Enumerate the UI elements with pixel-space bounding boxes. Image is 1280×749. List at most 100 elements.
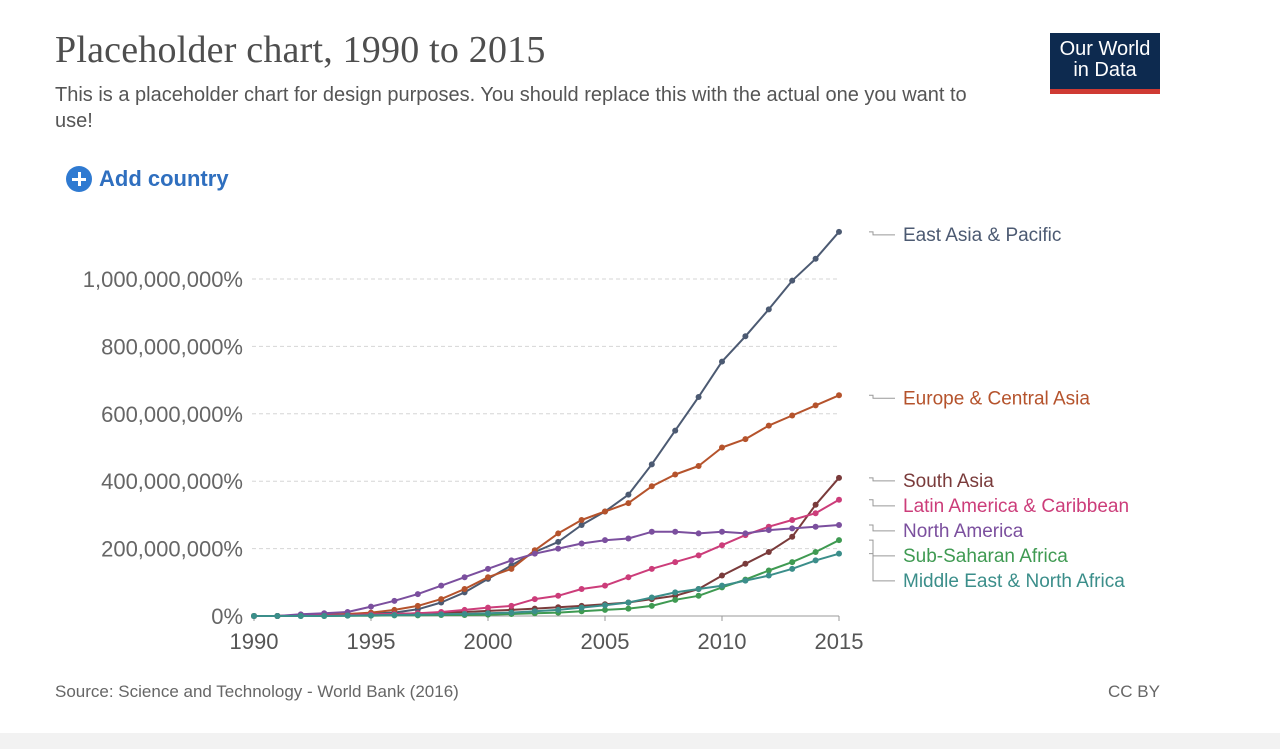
data-point xyxy=(695,552,702,559)
series-line xyxy=(254,394,840,617)
data-point xyxy=(812,501,819,508)
data-point xyxy=(672,427,679,434)
data-point xyxy=(719,528,725,535)
data-point xyxy=(836,228,842,235)
data-point xyxy=(602,508,608,515)
y-tick-label: 1,000,000,000% xyxy=(83,267,243,292)
legend-label[interactable]: Latin America & Caribbean xyxy=(903,496,1129,517)
series-line xyxy=(254,498,840,617)
x-tick-label: 2010 xyxy=(698,629,747,654)
legend-label[interactable]: South Asia xyxy=(903,471,994,492)
y-tick-label: 0% xyxy=(211,604,243,629)
data-point xyxy=(765,306,772,313)
data-point xyxy=(789,565,796,572)
data-point xyxy=(414,611,421,618)
data-point xyxy=(812,255,819,262)
data-point xyxy=(578,516,585,523)
data-point xyxy=(672,589,679,596)
data-point xyxy=(625,599,632,606)
legend-label[interactable]: East Asia & Pacific xyxy=(903,225,1061,246)
data-point xyxy=(765,572,772,579)
data-point xyxy=(625,574,632,581)
data-point xyxy=(297,613,304,619)
data-point xyxy=(602,606,608,613)
data-point xyxy=(648,602,655,609)
legend-label[interactable]: North America xyxy=(903,521,1024,542)
data-point xyxy=(836,496,842,503)
data-point xyxy=(555,538,562,545)
legend-connector xyxy=(869,553,895,582)
line-chart: 0% 200,000,000% 400,000,000% 600,000,000% 80… xyxy=(83,225,1129,654)
data-point xyxy=(695,530,702,537)
plus-circle-icon xyxy=(66,166,92,192)
legend-label[interactable]: Europe & Central Asia xyxy=(903,388,1090,409)
y-tick-label: 200,000,000% xyxy=(101,537,243,562)
add-country-button[interactable]: Add country xyxy=(66,166,229,192)
data-point xyxy=(836,474,842,481)
x-axis-ticks: 1990 1995 2000 2005 2010 2015 xyxy=(230,616,864,654)
data-point xyxy=(789,533,796,540)
data-point xyxy=(531,596,538,603)
data-point xyxy=(719,358,725,365)
series xyxy=(251,522,842,619)
data-point xyxy=(578,604,585,611)
y-axis-ticks: 0% 200,000,000% 400,000,000% 600,000,000% 80… xyxy=(83,267,243,629)
data-point xyxy=(765,422,772,429)
data-point xyxy=(742,436,749,443)
data-point xyxy=(789,412,796,419)
legend-connector xyxy=(869,524,895,532)
data-point xyxy=(742,333,749,340)
data-point xyxy=(531,550,538,557)
data-point xyxy=(391,597,398,604)
data-point xyxy=(812,557,819,564)
data-point xyxy=(508,602,515,609)
owid-logo[interactable]: Our World in Data xyxy=(1050,33,1160,94)
data-point xyxy=(414,591,421,598)
data-point xyxy=(742,560,749,567)
data-point xyxy=(812,548,819,555)
logo-line-2: in Data xyxy=(1073,59,1137,81)
x-tick-label: 1995 xyxy=(347,629,396,654)
data-point xyxy=(789,525,796,532)
series xyxy=(251,550,842,619)
data-point xyxy=(695,393,702,400)
data-point xyxy=(461,574,468,581)
data-point xyxy=(508,557,515,564)
data-point xyxy=(602,602,608,609)
y-tick-label: 400,000,000% xyxy=(101,469,243,494)
x-tick-label: 2005 xyxy=(581,629,630,654)
bottom-bar xyxy=(0,733,1280,749)
data-point xyxy=(695,463,702,470)
series-line xyxy=(254,552,840,617)
data-point xyxy=(414,602,421,609)
data-point xyxy=(812,510,819,517)
data-point xyxy=(344,612,351,619)
data-point xyxy=(836,550,842,557)
source-note[interactable]: Source: Science and Technology - World B… xyxy=(55,682,459,701)
data-point xyxy=(485,574,491,581)
legend-connector xyxy=(869,394,895,399)
x-tick-label: 2015 xyxy=(815,629,864,654)
series xyxy=(251,392,842,619)
data-point xyxy=(836,537,842,544)
data-point xyxy=(555,592,562,599)
data-point xyxy=(789,516,796,523)
license-note[interactable]: CC BY xyxy=(1108,682,1160,701)
data-point xyxy=(438,582,445,589)
legend-labels[interactable]: East Asia & Pacific Europe & Central Asia… xyxy=(869,225,1129,592)
data-point xyxy=(578,522,585,529)
chart-title: Placeholder chart, 1990 to 2015 xyxy=(55,29,546,71)
data-point xyxy=(578,586,585,593)
data-point xyxy=(461,610,468,617)
x-tick-label: 2000 xyxy=(464,629,513,654)
data-point xyxy=(695,592,702,599)
x-tick-label: 1990 xyxy=(230,629,279,654)
legend-label[interactable]: Middle East & North Africa xyxy=(903,571,1125,592)
legend-connector xyxy=(869,477,895,482)
data-point xyxy=(508,565,515,572)
data-point xyxy=(672,471,679,478)
data-point xyxy=(555,530,562,537)
data-point xyxy=(485,565,491,572)
legend-label[interactable]: Sub-Saharan Africa xyxy=(903,546,1068,567)
data-point xyxy=(789,277,796,284)
